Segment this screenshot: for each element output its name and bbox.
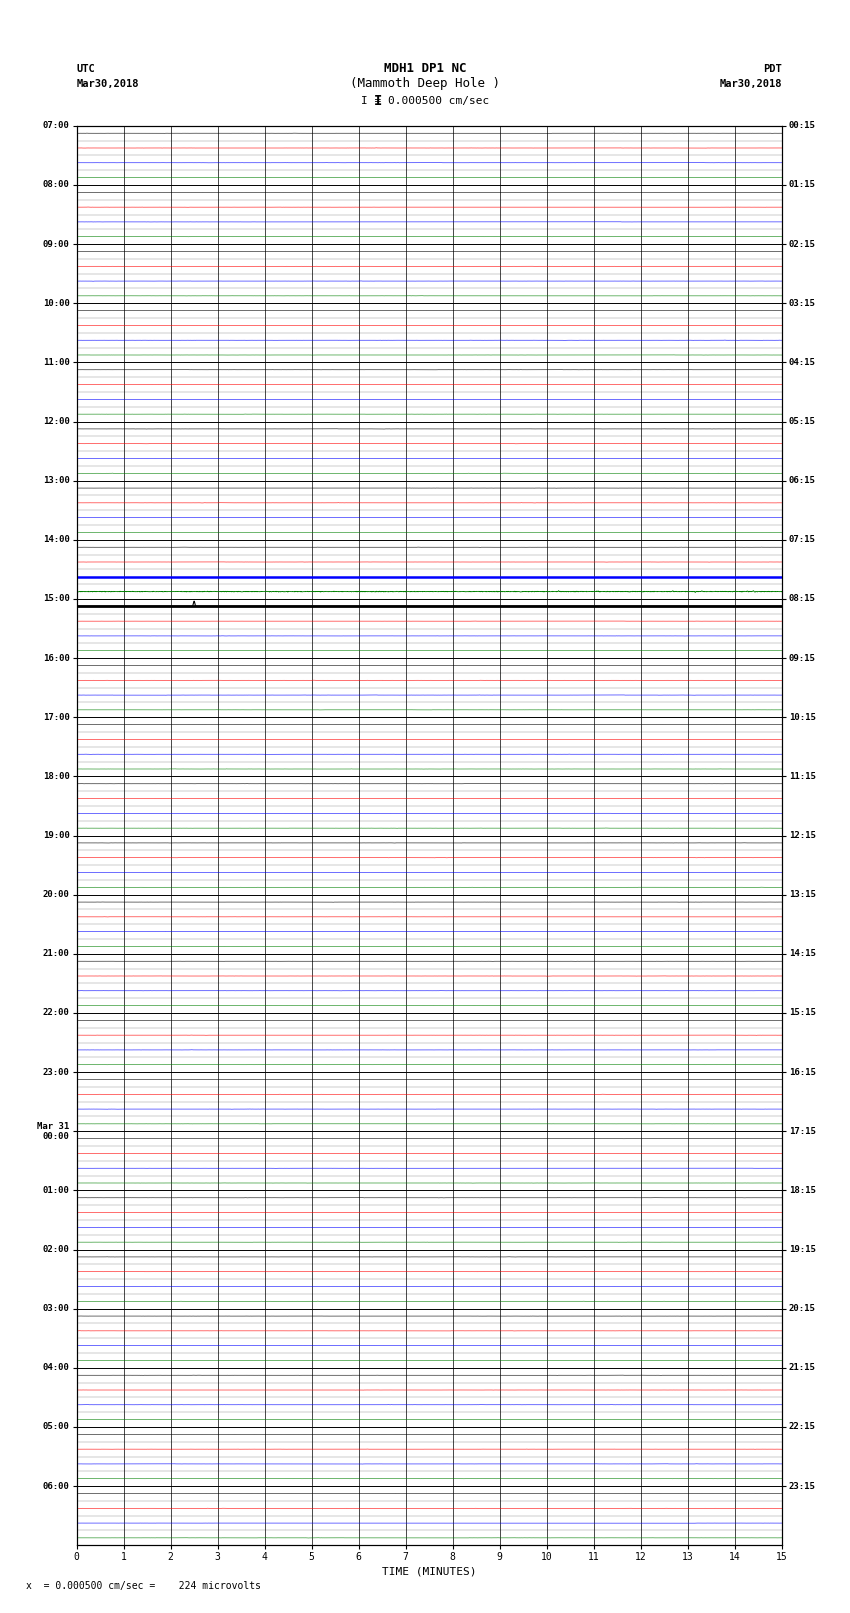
Text: I: I: [374, 94, 382, 108]
Text: Mar30,2018: Mar30,2018: [719, 79, 782, 89]
Text: (Mammoth Deep Hole ): (Mammoth Deep Hole ): [350, 77, 500, 90]
Text: I = 0.000500 cm/sec: I = 0.000500 cm/sec: [361, 95, 489, 106]
Text: PDT: PDT: [763, 63, 782, 74]
Text: UTC: UTC: [76, 63, 95, 74]
Text: x  = 0.000500 cm/sec =    224 microvolts: x = 0.000500 cm/sec = 224 microvolts: [26, 1581, 260, 1590]
Text: Mar30,2018: Mar30,2018: [76, 79, 139, 89]
Text: MDH1 DP1 NC: MDH1 DP1 NC: [383, 61, 467, 76]
X-axis label: TIME (MINUTES): TIME (MINUTES): [382, 1566, 477, 1576]
